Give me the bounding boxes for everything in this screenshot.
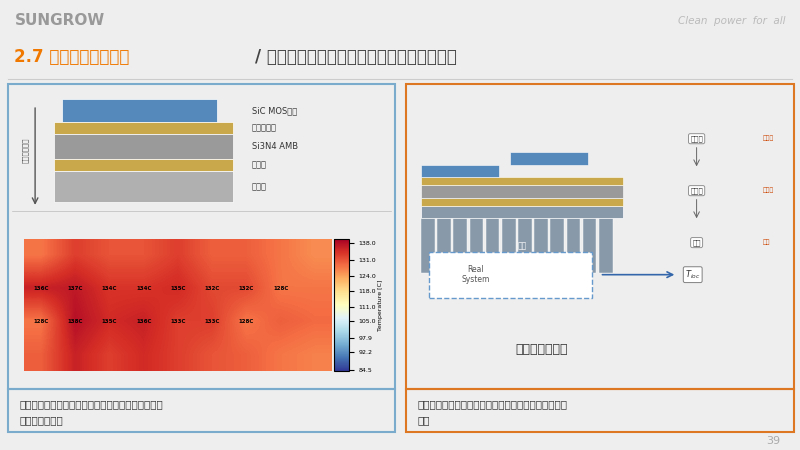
Text: 接地: 接地 <box>762 240 770 245</box>
Text: 133C: 133C <box>205 319 220 324</box>
Text: 132C: 132C <box>205 286 220 291</box>
Bar <box>510 153 588 165</box>
Bar <box>599 218 613 273</box>
Text: 水冷: 水冷 <box>518 241 526 250</box>
Bar <box>502 218 515 273</box>
Text: 137C: 137C <box>67 286 83 291</box>
Text: / 器件散热路径优化和基于结温估算的热管理: / 器件散热路径优化和基于结温估算的热管理 <box>255 48 457 66</box>
Text: 133C: 133C <box>170 319 186 324</box>
Text: 接地: 接地 <box>692 239 701 246</box>
Text: 器件: 器件 <box>418 415 430 425</box>
Text: Real
System: Real System <box>462 265 490 284</box>
Bar <box>566 218 580 273</box>
Bar <box>54 171 233 202</box>
Bar <box>429 252 592 297</box>
Bar <box>54 159 233 171</box>
Bar <box>518 218 532 273</box>
Text: 128C: 128C <box>273 286 288 291</box>
Text: 上端组: 上端组 <box>690 135 703 142</box>
Text: 128C: 128C <box>238 319 254 324</box>
Text: 135C: 135C <box>170 286 186 291</box>
Bar <box>438 218 451 273</box>
Text: 铝基板: 铝基板 <box>252 182 267 191</box>
Text: 134C: 134C <box>136 286 151 291</box>
Y-axis label: Temperature [C]: Temperature [C] <box>378 279 382 331</box>
Text: 128C: 128C <box>34 319 49 324</box>
Bar <box>54 122 233 134</box>
Bar <box>62 99 217 122</box>
Text: SiC MOS芯片: SiC MOS芯片 <box>252 106 297 115</box>
Bar <box>454 218 467 273</box>
Bar <box>486 218 499 273</box>
Text: 热阻，优化均温: 热阻，优化均温 <box>20 415 63 425</box>
Text: 上端组: 上端组 <box>762 136 774 141</box>
Bar <box>534 218 548 273</box>
Text: 下端组: 下端组 <box>762 188 774 194</box>
Bar <box>421 165 498 177</box>
Text: 136C: 136C <box>34 286 49 291</box>
Text: 2.7 电动汽车驱动系统: 2.7 电动汽车驱动系统 <box>14 48 135 66</box>
Bar <box>421 218 434 273</box>
Text: 银烧结焊料: 银烧结焊料 <box>252 123 277 132</box>
Text: 器件内部采用银烧结工艺，外部采样焊接互联，降低: 器件内部采用银烧结工艺，外部采样焊接互联，降低 <box>20 399 163 409</box>
Text: 136C: 136C <box>136 319 151 324</box>
Text: $T_{ioc}$: $T_{ioc}$ <box>685 268 701 281</box>
Text: 锡焊料: 锡焊料 <box>252 161 267 170</box>
Bar <box>421 177 623 184</box>
Bar <box>54 134 233 159</box>
Text: 138C: 138C <box>67 319 83 324</box>
Text: 热的传导方向: 热的传导方向 <box>22 138 29 163</box>
Text: 下端组: 下端组 <box>690 187 703 194</box>
Bar <box>550 218 564 273</box>
Text: Clean  power  for  all: Clean power for all <box>678 16 786 26</box>
Text: 132C: 132C <box>238 286 254 291</box>
Text: 135C: 135C <box>102 319 118 324</box>
Bar <box>421 198 623 206</box>
Bar <box>421 184 623 198</box>
Text: 通过基于在线结温估算的主动降额，基于实际结温保护: 通过基于在线结温估算的主动降额，基于实际结温保护 <box>418 399 567 409</box>
Text: 134C: 134C <box>102 286 118 291</box>
Text: SUNGROW: SUNGROW <box>14 14 105 28</box>
Text: Si3N4 AMB: Si3N4 AMB <box>252 142 298 151</box>
Text: 39: 39 <box>766 436 780 446</box>
Bar <box>421 206 623 218</box>
Text: 在线结温观测器: 在线结温观测器 <box>515 343 568 356</box>
Bar <box>470 218 483 273</box>
Bar <box>582 218 596 273</box>
